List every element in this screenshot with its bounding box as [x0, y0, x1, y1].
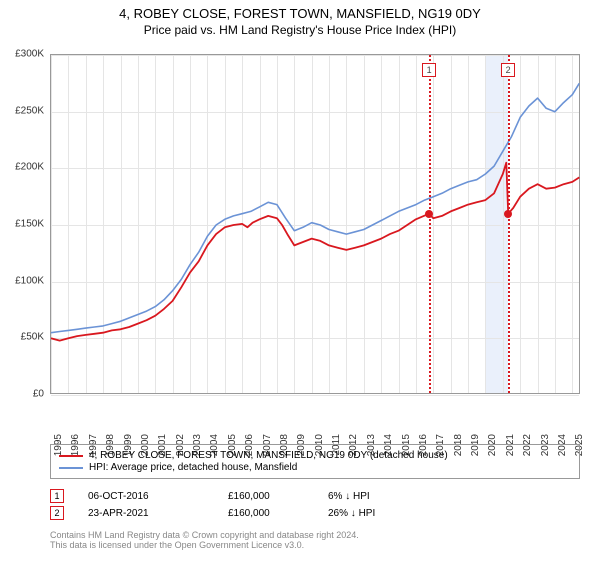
sales-row-price: £160,000	[228, 508, 328, 519]
sale-marker-box: 1	[422, 63, 436, 77]
footer-line-1: Contains HM Land Registry data © Crown c…	[50, 530, 580, 540]
legend-label: HPI: Average price, detached house, Mans…	[89, 462, 297, 473]
plot-area: 12	[50, 54, 580, 394]
sale-marker-line	[429, 55, 431, 393]
line-series-svg	[51, 55, 581, 395]
sales-row-diff: 26% ↓ HPI	[328, 508, 428, 519]
sales-row: 2 23-APR-2021£160,00026% ↓ HPI	[50, 506, 580, 520]
y-tick-label: £250K	[15, 105, 44, 116]
sales-row-marker: 2	[50, 506, 64, 520]
sales-row-date: 23-APR-2021	[88, 508, 228, 519]
sales-row-price: £160,000	[228, 491, 328, 502]
legend-label: 4, ROBEY CLOSE, FOREST TOWN, MANSFIELD, …	[89, 450, 448, 461]
sales-row: 1 06-OCT-2016£160,0006% ↓ HPI	[50, 489, 580, 503]
y-tick-label: £300K	[15, 49, 44, 60]
legend-row: 4, ROBEY CLOSE, FOREST TOWN, MANSFIELD, …	[59, 450, 571, 461]
footer-line-2: This data is licensed under the Open Gov…	[50, 540, 580, 550]
series-hpi	[51, 83, 579, 332]
y-tick-label: £100K	[15, 275, 44, 286]
footer-attribution: Contains HM Land Registry data © Crown c…	[50, 530, 580, 550]
chart-container: 4, ROBEY CLOSE, FOREST TOWN, MANSFIELD, …	[0, 6, 600, 566]
chart-title: 4, ROBEY CLOSE, FOREST TOWN, MANSFIELD, …	[0, 6, 600, 21]
sale-marker-box: 2	[501, 63, 515, 77]
series-price_paid	[51, 163, 579, 341]
sales-row-diff: 6% ↓ HPI	[328, 491, 428, 502]
sale-marker-dot	[504, 210, 512, 218]
sales-row-marker: 1	[50, 489, 64, 503]
sales-row-date: 06-OCT-2016	[88, 491, 228, 502]
legend-row: HPI: Average price, detached house, Mans…	[59, 462, 571, 473]
y-tick-label: £0	[33, 389, 44, 400]
x-axis: 1995199619971998199920002001200220032004…	[50, 396, 580, 448]
y-tick-label: £200K	[15, 162, 44, 173]
legend-swatch	[59, 455, 83, 457]
legend-swatch	[59, 467, 83, 469]
sale-marker-line	[508, 55, 510, 393]
chart-subtitle: Price paid vs. HM Land Registry's House …	[0, 23, 600, 37]
sales-table: 1 06-OCT-2016£160,0006% ↓ HPI 2 23-APR-2021…	[50, 486, 580, 523]
sale-marker-dot	[425, 210, 433, 218]
y-tick-label: £150K	[15, 219, 44, 230]
legend: 4, ROBEY CLOSE, FOREST TOWN, MANSFIELD, …	[50, 444, 580, 479]
y-tick-label: £50K	[21, 332, 44, 343]
y-axis: £0£50K£100K£150K£200K£250K£300K	[0, 54, 48, 394]
